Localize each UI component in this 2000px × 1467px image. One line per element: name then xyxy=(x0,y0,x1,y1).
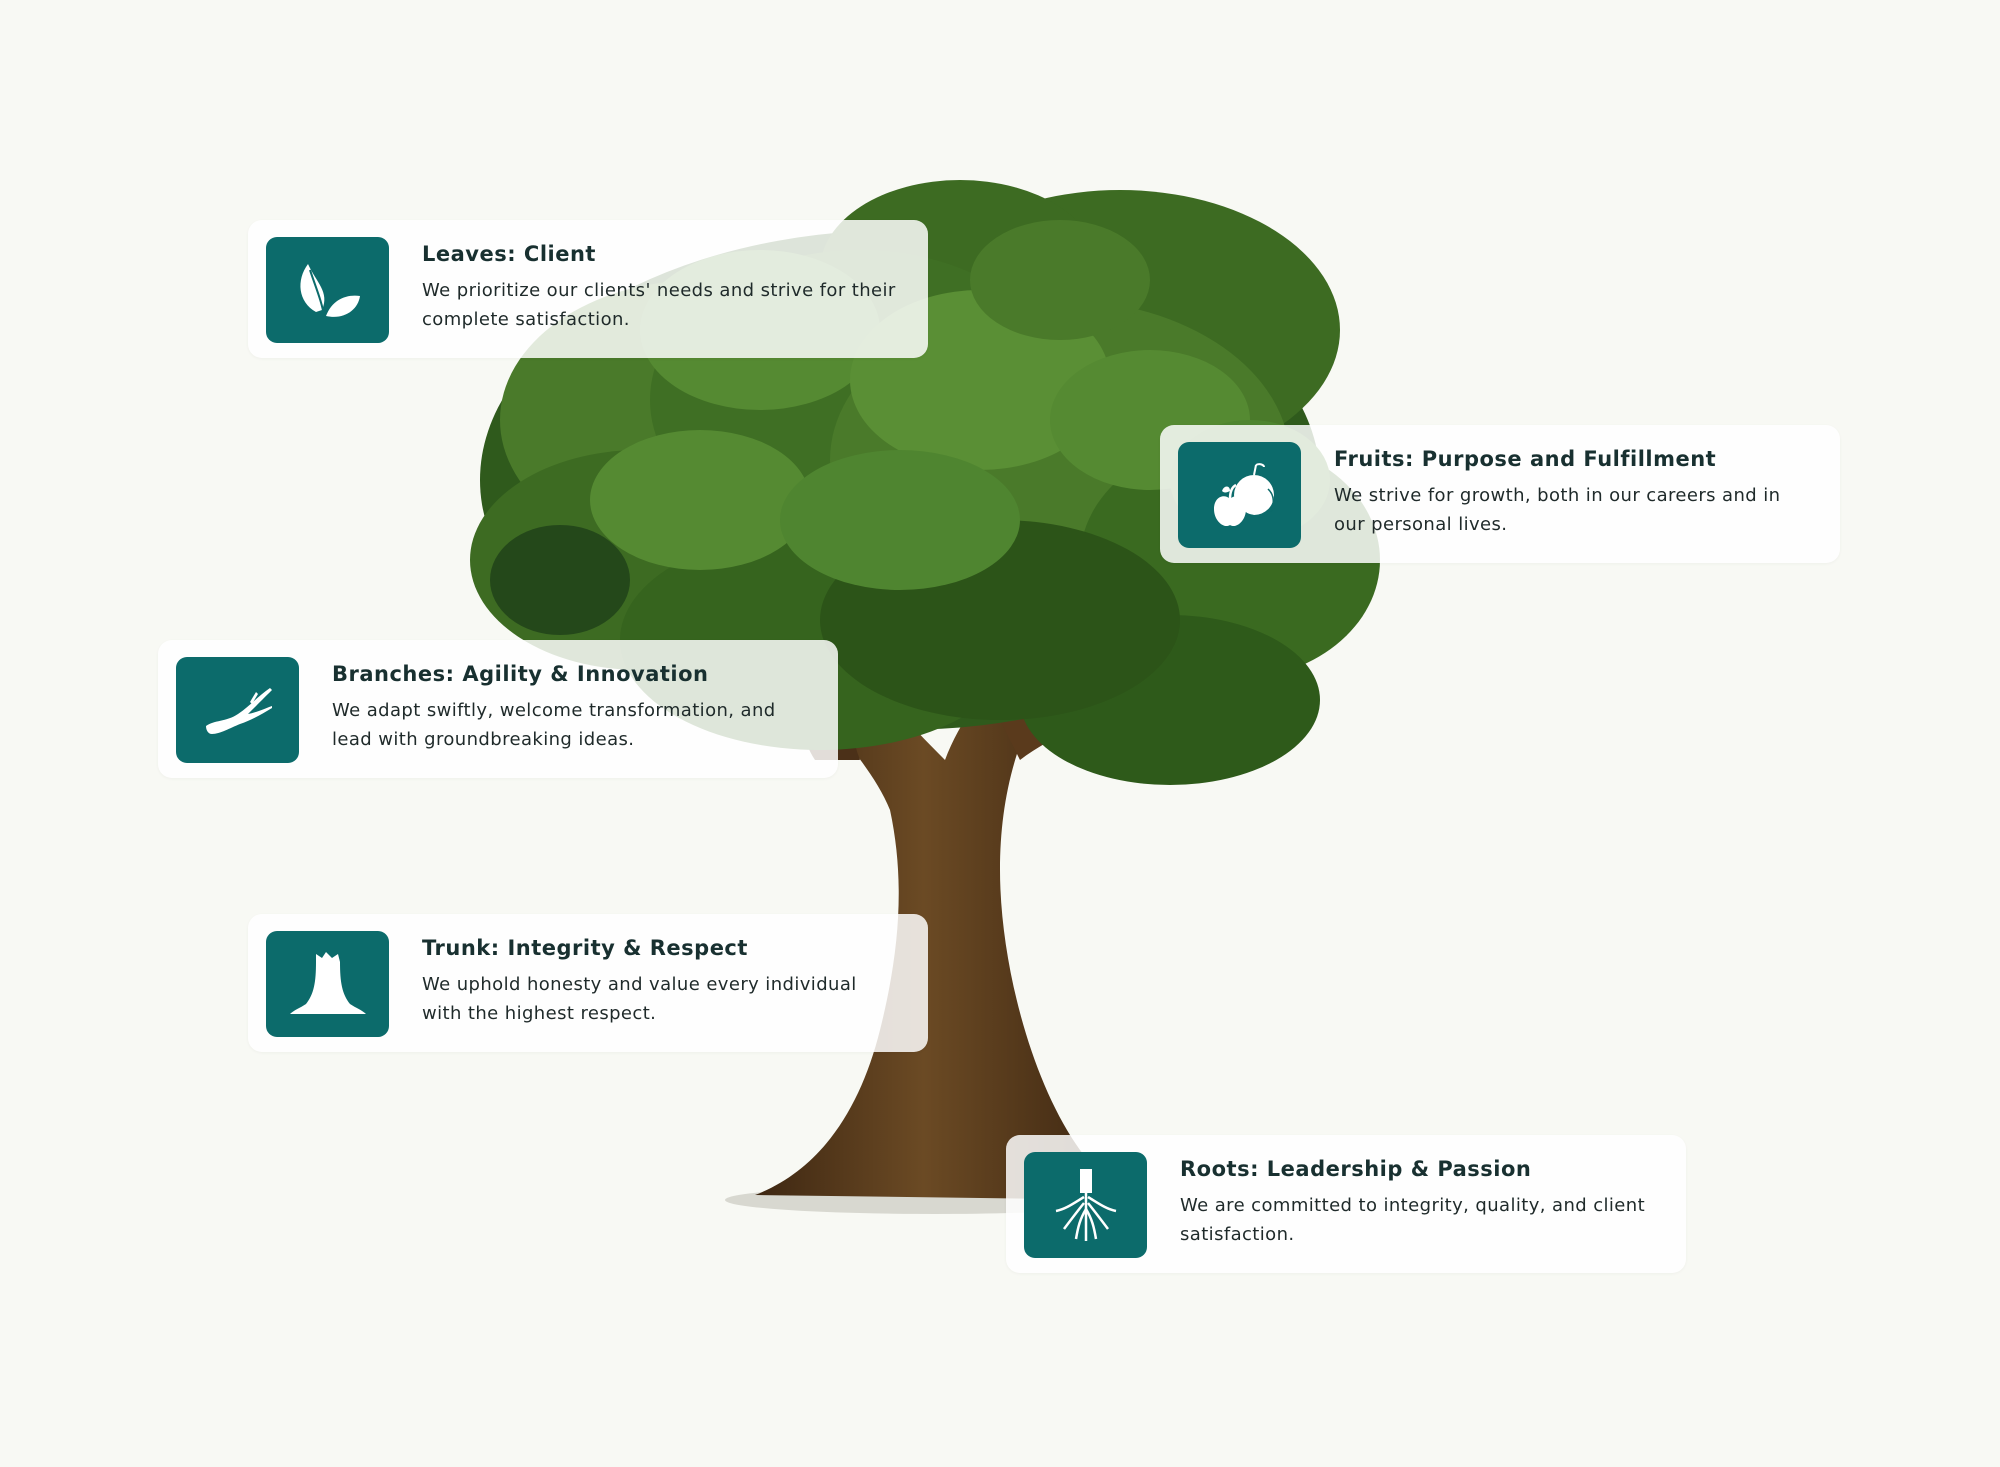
card-fruits: Fruits: Purpose and Fulfillment We striv… xyxy=(1160,425,1840,563)
card-roots: Roots: Leadership & Passion We are commi… xyxy=(1006,1135,1686,1273)
card-description: We uphold honesty and value every indivi… xyxy=(422,974,857,1024)
card-description: We adapt swiftly, welcome transformation… xyxy=(332,700,776,750)
icon-box xyxy=(266,931,389,1037)
card-description: We prioritize our clients' needs and str… xyxy=(422,280,896,330)
card-description: We are committed to integrity, quality, … xyxy=(1180,1195,1646,1245)
card-description: We strive for growth, both in our career… xyxy=(1334,485,1781,535)
icon-box xyxy=(176,657,299,763)
icon-box xyxy=(1024,1152,1147,1258)
icon-box xyxy=(1178,442,1301,548)
card-title: Roots: Leadership & Passion xyxy=(1180,1157,1532,1181)
fruits-icon xyxy=(1213,463,1278,527)
branch-icon xyxy=(205,688,272,734)
card-title: Trunk: Integrity & Respect xyxy=(422,936,748,960)
leaves-icon xyxy=(299,264,360,317)
icon-box xyxy=(266,237,389,343)
card-title: Leaves: Client xyxy=(422,242,596,266)
roots-icon xyxy=(1055,1169,1116,1241)
card-leaves: Leaves: Client We prioritize our clients… xyxy=(248,220,928,358)
tree-stump-icon xyxy=(289,952,366,1014)
card-title: Branches: Agility & Innovation xyxy=(332,662,709,686)
card-trunk: Trunk: Integrity & Respect We uphold hon… xyxy=(248,914,928,1052)
card-title: Fruits: Purpose and Fulfillment xyxy=(1334,447,1717,471)
card-branches: Branches: Agility & Innovation We adapt … xyxy=(158,640,838,778)
tree-trunk xyxy=(755,650,1130,1200)
